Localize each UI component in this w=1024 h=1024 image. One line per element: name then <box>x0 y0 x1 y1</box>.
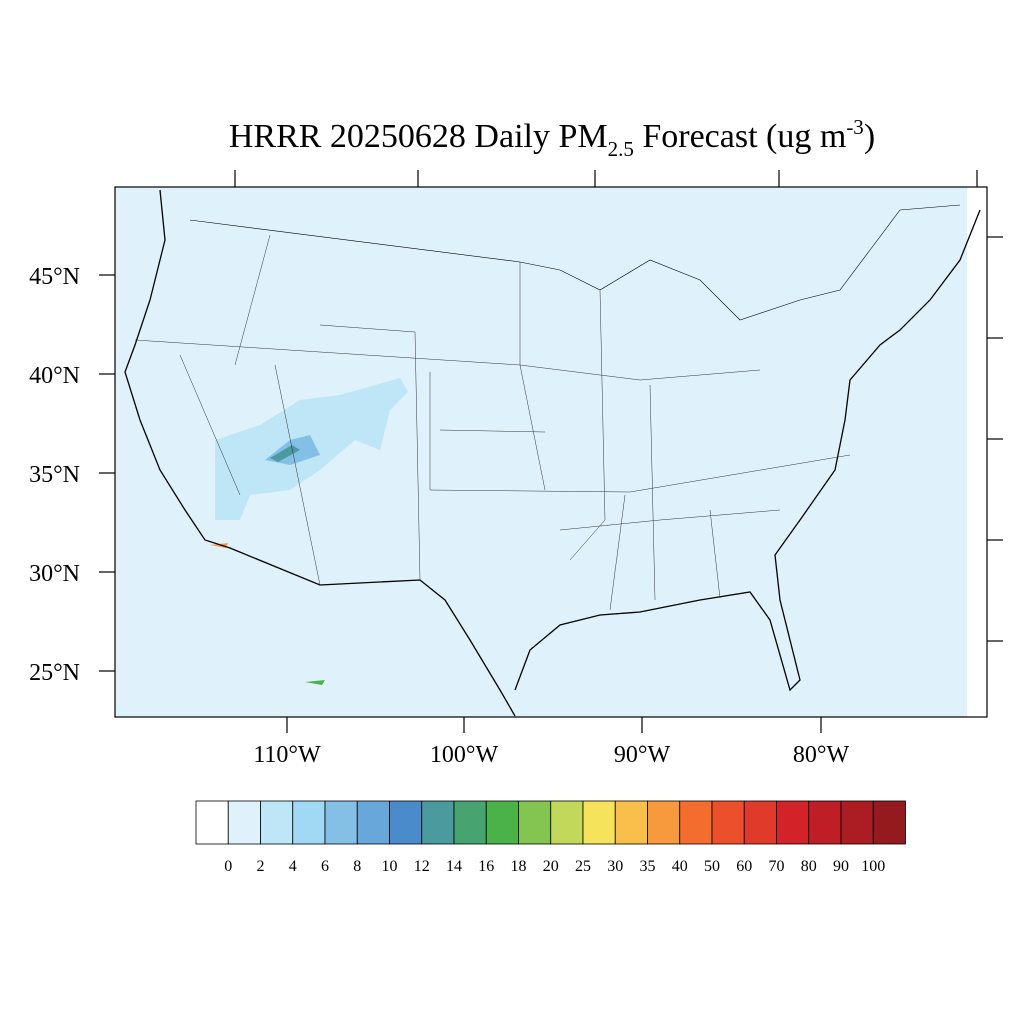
colorbar-label: 8 <box>353 858 361 875</box>
colorbar-box <box>389 800 423 845</box>
colorbar-box <box>711 800 745 845</box>
coastline <box>124 189 981 717</box>
colorbar-box <box>582 800 616 845</box>
lat-label: 35°N <box>29 462 80 488</box>
colorbar-label: 25 <box>575 858 591 875</box>
colorbar-label: 4 <box>289 858 297 875</box>
colorbar-label: 2 <box>257 858 265 875</box>
lat-label: 40°N <box>29 363 80 389</box>
title-end: ) <box>864 118 875 155</box>
lat-label: 30°N <box>29 561 80 587</box>
colorbar-label: 100 <box>861 858 885 875</box>
colorbar-box <box>324 800 358 845</box>
frame-ticks <box>234 170 1003 642</box>
colorbar-box <box>647 800 681 845</box>
map-frame <box>114 186 988 718</box>
state-lines <box>134 234 851 611</box>
title-sup: -3 <box>846 115 864 139</box>
title-rest: Forecast (ug m <box>634 118 846 155</box>
colorbar-box <box>195 800 229 845</box>
colorbar-label: 10 <box>382 858 398 875</box>
lat-label: 25°N <box>29 660 80 686</box>
colorbar-label: 80 <box>801 858 817 875</box>
plume-hot <box>270 445 300 462</box>
colorbar-label: 30 <box>607 858 623 875</box>
lon-label: 90°W <box>614 742 671 768</box>
colorbar-label: 35 <box>640 858 656 875</box>
lon-label: 100°W <box>430 742 499 768</box>
title-main: HRRR 20250628 Daily PM <box>229 118 608 155</box>
colorbar-label: 12 <box>414 858 430 875</box>
colorbar-label: 40 <box>672 858 688 875</box>
colorbar-label: 6 <box>321 858 329 875</box>
colorbar-box <box>421 800 455 845</box>
colorbar-box <box>614 800 648 845</box>
colorbar-box <box>808 800 842 845</box>
colorbar-label: 50 <box>704 858 720 875</box>
lat-label: 45°N <box>29 264 80 290</box>
map <box>115 187 987 717</box>
colorbar-box <box>227 800 261 845</box>
map-edge <box>967 187 987 717</box>
colorbar-label: 90 <box>833 858 849 875</box>
colorbar-label: 0 <box>224 858 232 875</box>
colorbar-box <box>872 800 906 845</box>
colorbar-label: 20 <box>543 858 559 875</box>
border <box>189 204 961 321</box>
colorbar-box <box>743 800 777 845</box>
title: HRRR 20250628 Daily PM2.5 Forecast (ug m… <box>229 115 875 161</box>
colorbar-box <box>840 800 874 845</box>
colorbar-label: 18 <box>511 858 527 875</box>
colorbar-box <box>776 800 810 845</box>
plume-small-2 <box>305 680 325 685</box>
colorbar-box <box>518 800 552 845</box>
colorbar-box <box>550 800 584 845</box>
colorbar-box <box>485 800 519 845</box>
colorbar-label: 16 <box>478 858 494 875</box>
colorbar-box <box>356 800 390 845</box>
colorbar-box <box>292 800 326 845</box>
title-sub: 2.5 <box>608 137 634 161</box>
colorbar-box <box>679 800 713 845</box>
colorbar-label: 60 <box>736 858 752 875</box>
colorbar-box <box>453 800 487 845</box>
colorbar-box <box>260 800 294 845</box>
lon-label: 110°W <box>253 742 321 768</box>
colorbar-label: 14 <box>446 858 462 875</box>
colorbar-label: 70 <box>769 858 785 875</box>
plume-small <box>210 543 228 548</box>
lon-label: 80°W <box>793 742 850 768</box>
